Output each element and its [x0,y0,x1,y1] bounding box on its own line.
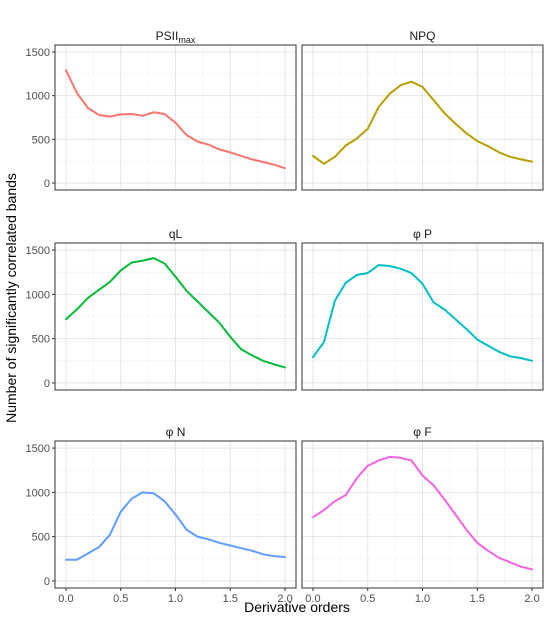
panel-title: NPQ [409,29,435,43]
x-tick-label: 2.0 [524,593,539,605]
series-line [312,455,533,571]
facet-panel: φ F 0.0 0.5 1.0 1.5 2.0 [301,425,544,605]
facet-panel: PSIImax 0 500 1000 1500 [26,29,297,191]
panel-border [54,44,297,191]
panel-border [301,242,544,391]
y-tick-label: 1500 [26,47,50,59]
facet-panel: qL 0 500 1000 1500 [26,227,297,391]
series-line [65,69,286,170]
y-tick-label: 1500 [26,443,50,455]
x-tick-label: 1.0 [168,593,183,605]
y-tick-label: 500 [32,334,50,346]
panel-title-subscript: max [178,35,196,45]
x-tick-label: 1.0 [415,593,430,605]
panel-title: PSIImax [156,29,196,45]
y-tick-label: 0 [44,576,50,588]
x-tick-label: 1.5 [470,593,485,605]
y-tick-label: 500 [32,532,50,544]
panel-title: φ N [166,425,186,439]
facet-panel: φ N 0 500 1000 1500 0.0 0.5 1.0 1.5 2.0 [26,425,297,605]
y-tick-label: 1000 [26,289,50,301]
panel-border [301,44,544,191]
series-line [312,80,533,165]
panel-title: φ F [413,425,431,439]
y-tick-label: 1000 [26,487,50,499]
series-line [312,264,533,362]
series-line [65,491,286,561]
facet-panel: NPQ [301,29,544,191]
panel-border [54,242,297,391]
panel-title: φ P [413,227,432,241]
series-line [65,257,286,369]
x-tick-label: 0.0 [58,593,73,605]
x-tick-label: 0.5 [113,593,128,605]
y-tick-label: 500 [32,134,50,146]
panel-title: qL [169,227,183,241]
facet-panel: φ P [301,227,544,391]
y-tick-label: 1000 [26,91,50,103]
x-tick-label: 0.5 [360,593,375,605]
y-tick-label: 1500 [26,245,50,257]
x-tick-label: 2.0 [277,593,292,605]
y-tick-label: 0 [44,178,50,190]
y-axis-title: Number of significantly correlated bands [3,173,19,423]
x-tick-label: 0.0 [305,593,320,605]
y-tick-label: 0 [44,378,50,390]
x-axis-title: Derivative orders [244,599,350,615]
x-tick-label: 1.5 [223,593,238,605]
